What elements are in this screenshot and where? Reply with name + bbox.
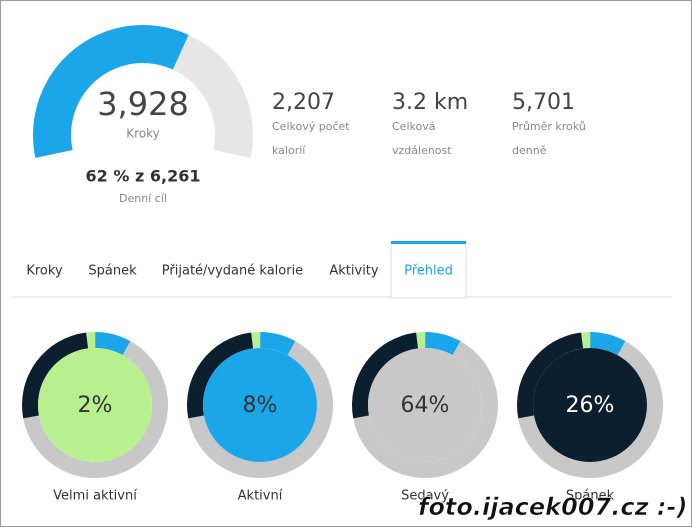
donut-segment <box>22 332 89 419</box>
gauge-label: Kroky <box>126 127 160 141</box>
stat-value: 3.2 km <box>392 90 468 115</box>
stat-label: Celková <box>392 120 435 133</box>
donut-segment <box>95 332 131 356</box>
donut-segment <box>581 332 591 349</box>
donut-segment <box>425 332 461 356</box>
donut-label: 2% <box>78 393 113 418</box>
donut-segment <box>186 332 254 419</box>
gauge-value: 3,928 <box>97 85 189 123</box>
donut-name: Aktivní <box>238 489 283 504</box>
donut-name: Sedavý <box>401 489 449 504</box>
gauge-fill <box>33 25 189 158</box>
stat-value: 5,701 <box>512 90 575 115</box>
stat-value: 2,207 <box>272 90 335 115</box>
stat-label: Celkový počet <box>272 120 350 133</box>
donut-center <box>38 348 152 462</box>
active-tab-bg <box>390 241 467 299</box>
tab[interactable]: Přijaté/vydané kalorie <box>162 264 303 279</box>
tab[interactable]: Aktivity <box>329 264 379 279</box>
watermark: foto.ijacek007.cz :-) <box>418 493 687 521</box>
donut-segment <box>517 332 584 419</box>
tab[interactable]: Spánek <box>88 264 137 279</box>
donut-segment <box>416 332 426 349</box>
donut-segment <box>590 332 626 356</box>
stat-label: denně <box>512 144 547 157</box>
tab[interactable]: Kroky <box>26 264 63 279</box>
donut-label: 26% <box>566 393 615 418</box>
donut-segment <box>251 332 261 349</box>
donut-center <box>368 348 482 462</box>
stat-label: kalorií <box>272 144 306 157</box>
donut-segment <box>260 332 296 356</box>
donut-segment <box>352 332 419 419</box>
goal-label: Denní cíl <box>119 192 167 205</box>
donut-name: Velmi aktivní <box>53 489 137 504</box>
active-tab-bar <box>391 241 466 244</box>
tab[interactable]: Přehled <box>404 264 453 279</box>
stat-label: vzdálenost <box>392 144 452 157</box>
donut-label: 8% <box>243 393 278 418</box>
donut-center <box>203 348 317 462</box>
donut-segment <box>86 332 96 349</box>
goal-text: 62 % z 6,261 <box>86 167 201 186</box>
donut-center <box>533 348 647 462</box>
stat-label: Průměr kroků <box>512 120 586 133</box>
donut-label: 64% <box>401 393 450 418</box>
donut-name: Spánek <box>566 489 615 504</box>
